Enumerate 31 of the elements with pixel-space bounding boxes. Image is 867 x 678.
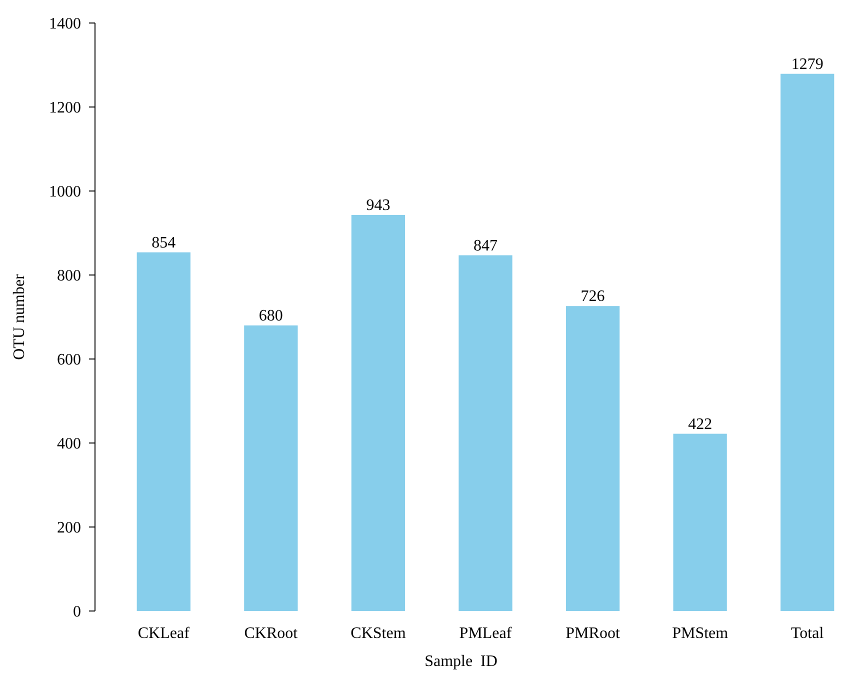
bar: [351, 214, 406, 611]
data-label: 726: [580, 288, 605, 306]
bar: [244, 325, 298, 611]
y-axis-title: OTU number: [11, 273, 28, 360]
data-label: 943: [366, 196, 390, 214]
y-tick-label: 1000: [49, 184, 81, 201]
x-tick-label: CKLeaf: [138, 625, 190, 642]
data-label: 680: [258, 307, 283, 324]
data-label: 847: [474, 237, 498, 254]
bar: [458, 255, 512, 611]
y-tick-label: 0: [73, 604, 81, 621]
x-tick-label: CKRoot: [244, 625, 298, 642]
x-tick-label: PMLeaf: [459, 625, 512, 642]
bar: [566, 306, 620, 611]
data-label: 1279: [791, 56, 824, 73]
x-tick-label: PMStem: [672, 625, 729, 642]
x-tick-label: PMRoot: [566, 625, 620, 642]
bar: [673, 434, 727, 611]
x-tick-label: CKStem: [350, 625, 406, 642]
y-tick-label: 400: [57, 436, 81, 453]
data-label: 854: [152, 234, 176, 252]
data-label: 422: [688, 416, 712, 433]
bar: [780, 74, 834, 611]
y-tick-label: 1400: [49, 16, 81, 33]
y-tick-label: 1200: [49, 100, 81, 117]
x-axis-title: Sample ID: [424, 653, 498, 670]
y-tick-label: 600: [57, 352, 81, 369]
x-tick-label: Total: [791, 625, 824, 642]
y-tick-label: 200: [57, 520, 81, 537]
y-tick-label: 800: [57, 268, 81, 285]
bar: [136, 252, 190, 611]
